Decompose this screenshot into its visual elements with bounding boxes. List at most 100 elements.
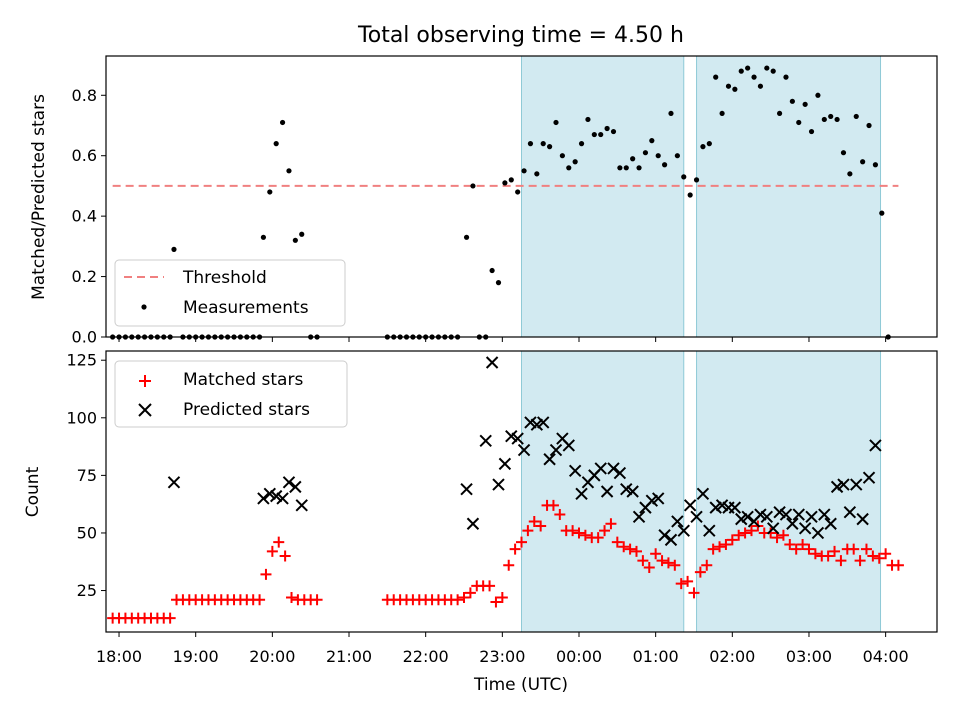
matched-stars-point — [688, 587, 700, 599]
measurement-point — [764, 65, 770, 71]
predicted-stars-point — [568, 464, 582, 477]
matched-stars-point — [522, 525, 534, 537]
measurement-point — [489, 267, 495, 274]
matched-stars-point — [726, 534, 738, 546]
y-tick-label: 0.0 — [72, 328, 97, 347]
measurement-point — [598, 131, 604, 138]
matched-stars-point — [464, 587, 476, 599]
predicted-stars-point — [549, 443, 563, 457]
y-tick-label: 75 — [77, 466, 97, 485]
shaded-region — [696, 55, 882, 338]
x-tick-label: 22:00 — [403, 647, 449, 666]
matched-stars-point — [643, 562, 655, 574]
measurement-point — [299, 231, 305, 237]
measurement-point — [267, 189, 273, 195]
y-tick-label: 0.2 — [72, 267, 97, 286]
measurement-point — [171, 246, 177, 252]
matched-stars-point — [579, 529, 591, 541]
predicted-stars-point — [537, 416, 550, 429]
matched-stars-point — [554, 509, 566, 521]
matched-stars-point — [490, 596, 502, 608]
x-axis-label: Time (UTC) — [473, 675, 568, 695]
matched-stars-point — [637, 555, 649, 567]
matched-stars-point — [707, 543, 719, 555]
measurement-point — [860, 159, 866, 165]
predicted-stars-point — [167, 476, 181, 489]
measurement-point — [470, 183, 476, 189]
predicted-stars-point — [805, 510, 818, 524]
y-tick-label: 0.6 — [72, 146, 97, 165]
predicted-stars-point — [282, 476, 296, 489]
measurement-point — [732, 86, 738, 92]
matched-stars-point — [848, 543, 860, 555]
matched-stars-point — [662, 557, 674, 569]
bottom-legend: Matched stars Predicted stars — [114, 360, 348, 428]
measurement-point — [495, 280, 502, 286]
measurement-point — [286, 168, 292, 174]
matched-stars-point — [656, 555, 668, 567]
matched-stars-point — [694, 566, 706, 578]
matched-stars-point — [311, 594, 323, 606]
legend-measurements-swatch — [141, 304, 147, 310]
measurement-point — [585, 116, 591, 123]
predicted-stars-point — [626, 485, 639, 498]
y-tick-label: 0.8 — [72, 86, 97, 105]
measurement-point — [700, 144, 706, 150]
measurement-point — [776, 110, 783, 117]
matched-stars-point — [739, 527, 751, 539]
predicted-stars-point — [811, 526, 825, 540]
matched-stars-point — [714, 541, 726, 553]
matched-stars-point — [733, 529, 745, 541]
measurement-point — [713, 74, 719, 80]
predicted-stars-point — [485, 356, 499, 369]
matched-stars-point — [528, 515, 540, 527]
measurement-point — [649, 138, 655, 144]
measurement-point — [547, 144, 553, 150]
matched-stars-point — [675, 578, 687, 590]
measurement-point — [617, 165, 623, 171]
predicted-stars-point — [658, 529, 671, 542]
legend-threshold-label: Threshold — [182, 268, 267, 288]
predicted-stars-point — [760, 510, 774, 524]
measurement-point — [610, 128, 617, 135]
matched-stars-point — [458, 591, 470, 603]
matched-stars-point — [745, 525, 757, 537]
predicted-stars-point — [466, 517, 480, 530]
measurement-point — [553, 119, 559, 126]
measurement-point — [706, 141, 712, 147]
matched-stars-point — [784, 538, 796, 550]
top-y-axis-label: Matched/Predicted stars — [29, 94, 49, 300]
predicted-stars-point — [728, 501, 742, 514]
predicted-stars-point — [683, 499, 697, 512]
measurement-point — [591, 131, 597, 138]
measurement-point — [821, 116, 827, 123]
predicted-stars-point — [460, 482, 473, 496]
predicted-stars-point — [289, 480, 302, 494]
measurement-point — [751, 74, 757, 80]
x-tick-label: 18:00 — [96, 647, 142, 666]
measurement-point — [815, 92, 821, 98]
measurement-point — [738, 68, 744, 74]
measurement-point — [725, 83, 732, 89]
measurement-point — [630, 156, 636, 162]
matched-stars-point — [771, 532, 783, 544]
matched-stars-point — [790, 543, 802, 555]
measurement-point — [879, 210, 885, 216]
x-tick-label: 00:00 — [556, 647, 602, 666]
matched-stars-point — [611, 536, 623, 548]
top-shaded-regions — [521, 55, 882, 338]
predicted-stars-point — [671, 515, 684, 528]
matched-stars-point — [286, 591, 298, 603]
x-tick-label: 21:00 — [326, 647, 372, 666]
predicted-stars-point — [276, 492, 289, 505]
bottom-shaded-regions — [521, 350, 882, 633]
measurement-point — [719, 110, 725, 117]
x-tick-label: 01:00 — [633, 647, 679, 666]
shaded-region — [521, 350, 685, 633]
legend-predicted-swatch — [138, 403, 152, 417]
predicted-stars-point — [703, 524, 716, 537]
matched-stars-point — [892, 559, 904, 571]
matched-stars-point — [599, 525, 611, 537]
predicted-stars-point — [562, 439, 575, 452]
